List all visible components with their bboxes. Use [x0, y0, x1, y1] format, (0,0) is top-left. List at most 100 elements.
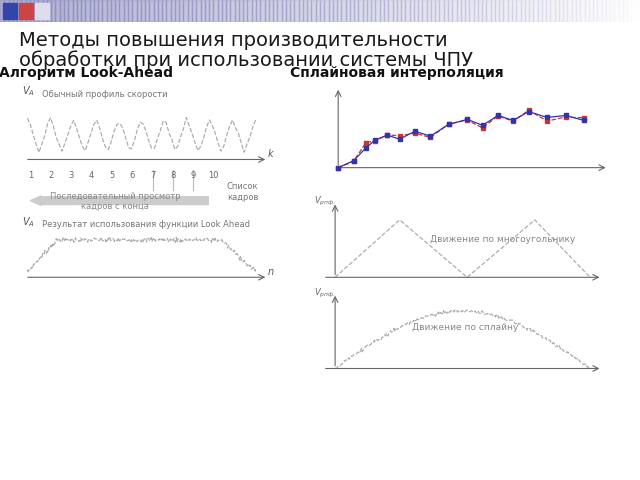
- Bar: [320, 0, 324, 22]
- Bar: [440, 0, 444, 22]
- Text: k: k: [268, 149, 274, 159]
- Bar: [593, 0, 597, 22]
- Bar: [209, 0, 213, 22]
- Text: 6: 6: [129, 171, 135, 180]
- Bar: [200, 0, 205, 22]
- Bar: [602, 0, 606, 22]
- Bar: [431, 0, 435, 22]
- Bar: [111, 0, 115, 22]
- Bar: [550, 0, 555, 22]
- Text: Сплайновая интерполяция: Сплайновая интерполяция: [290, 66, 504, 80]
- Bar: [495, 0, 499, 22]
- Bar: [435, 0, 440, 22]
- Bar: [529, 0, 533, 22]
- Bar: [8, 0, 13, 22]
- Bar: [597, 0, 602, 22]
- Bar: [158, 0, 162, 22]
- Text: $V_A$: $V_A$: [22, 215, 35, 229]
- Text: 8: 8: [170, 171, 175, 180]
- Text: 9: 9: [191, 171, 196, 180]
- Bar: [90, 0, 94, 22]
- Text: $V_A$: $V_A$: [22, 84, 35, 98]
- Bar: [115, 0, 120, 22]
- Bar: [132, 0, 136, 22]
- Bar: [380, 0, 384, 22]
- Text: 1: 1: [28, 171, 33, 180]
- Bar: [632, 0, 636, 22]
- Text: обработки при использовании системы ЧПУ: обработки при использовании системы ЧПУ: [19, 50, 473, 70]
- Bar: [610, 0, 614, 22]
- Bar: [333, 0, 337, 22]
- Bar: [307, 0, 312, 22]
- Bar: [491, 0, 495, 22]
- Bar: [13, 0, 17, 22]
- Bar: [60, 0, 64, 22]
- Bar: [3, 3, 17, 19]
- Text: Методы повышения производительности: Методы повышения производительности: [19, 31, 448, 50]
- Bar: [589, 0, 593, 22]
- Bar: [85, 0, 90, 22]
- Bar: [294, 0, 299, 22]
- Text: 7: 7: [150, 171, 156, 180]
- Bar: [21, 0, 26, 22]
- Bar: [520, 0, 525, 22]
- Bar: [196, 0, 200, 22]
- Bar: [614, 0, 619, 22]
- Bar: [346, 0, 350, 22]
- Bar: [388, 0, 392, 22]
- Bar: [17, 0, 21, 22]
- Bar: [478, 0, 482, 22]
- Bar: [269, 0, 273, 22]
- Text: Алгоритм Look-Ahead: Алгоритм Look-Ahead: [0, 66, 173, 80]
- Bar: [286, 0, 290, 22]
- Bar: [397, 0, 401, 22]
- Bar: [572, 0, 576, 22]
- Bar: [282, 0, 286, 22]
- Bar: [120, 0, 124, 22]
- Bar: [358, 0, 363, 22]
- Bar: [508, 0, 512, 22]
- Text: Список
кадров: Список кадров: [227, 182, 259, 202]
- Bar: [401, 0, 405, 22]
- Bar: [154, 0, 158, 22]
- Bar: [56, 0, 60, 22]
- Bar: [51, 0, 56, 22]
- Bar: [606, 0, 610, 22]
- Bar: [256, 0, 260, 22]
- Bar: [392, 0, 397, 22]
- Bar: [461, 0, 465, 22]
- Text: Движение по сплайну: Движение по сплайну: [412, 323, 518, 332]
- Bar: [354, 0, 358, 22]
- Bar: [469, 0, 474, 22]
- Bar: [226, 0, 230, 22]
- Bar: [260, 0, 264, 22]
- Bar: [192, 0, 196, 22]
- Bar: [273, 0, 277, 22]
- Bar: [30, 0, 34, 22]
- Bar: [337, 0, 341, 22]
- Bar: [4, 0, 8, 22]
- Text: $V_{рпф.}$: $V_{рпф.}$: [314, 195, 335, 208]
- Bar: [19, 3, 33, 19]
- Bar: [410, 0, 414, 22]
- Bar: [47, 0, 51, 22]
- Bar: [546, 0, 550, 22]
- Bar: [94, 0, 98, 22]
- Bar: [43, 0, 47, 22]
- Bar: [555, 0, 559, 22]
- Bar: [584, 0, 589, 22]
- Bar: [218, 0, 222, 22]
- Bar: [538, 0, 542, 22]
- Bar: [107, 0, 111, 22]
- Bar: [486, 0, 491, 22]
- Bar: [623, 0, 627, 22]
- Bar: [559, 0, 563, 22]
- Bar: [277, 0, 282, 22]
- Bar: [72, 0, 77, 22]
- Bar: [303, 0, 307, 22]
- Bar: [376, 0, 380, 22]
- Bar: [367, 0, 371, 22]
- Bar: [128, 0, 132, 22]
- FancyArrow shape: [30, 196, 209, 205]
- Bar: [252, 0, 256, 22]
